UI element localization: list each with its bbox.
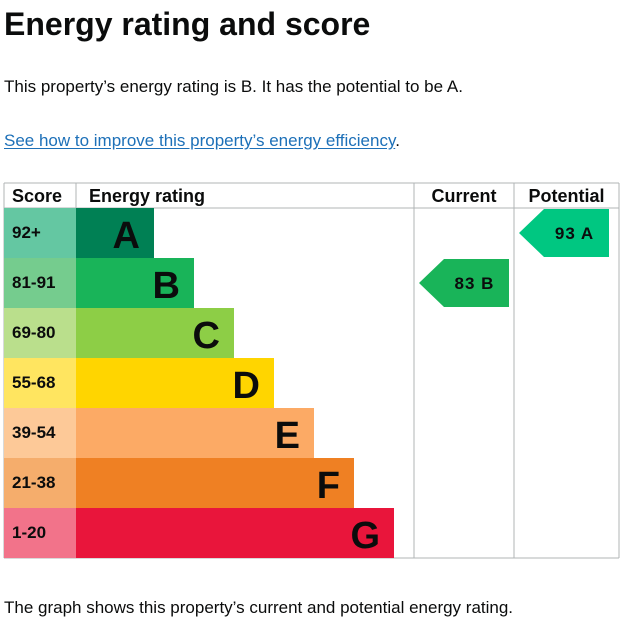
rating-letter-f: F [317, 465, 340, 507]
current-header: Current [431, 186, 496, 206]
score-label-f: 21-38 [12, 473, 55, 492]
score-label-a: 92+ [12, 223, 41, 242]
link-suffix: . [395, 131, 400, 150]
rating-letter-b: B [153, 265, 180, 307]
improve-link-line: See how to improve this property’s energ… [4, 130, 400, 152]
score-label-g: 1-20 [12, 523, 46, 542]
rating-bar-c [76, 308, 234, 358]
rating-bar-g [76, 508, 394, 558]
page-title: Energy rating and score [4, 6, 371, 42]
score-cell-e [4, 408, 76, 458]
potential-rating-label: 93 A [555, 224, 594, 243]
rating-bar-f [76, 458, 354, 508]
rating-bar-b [76, 258, 194, 308]
current-rating-arrow [419, 259, 509, 307]
rating-bar-e [76, 408, 314, 458]
energy-rating-chart: Score Energy rating Current Potential 92+ A 81… [3, 182, 620, 559]
score-header: Score [12, 186, 62, 206]
rating-bar-a [76, 208, 154, 258]
chart-footnote: The graph shows this property’s current … [4, 598, 514, 617]
score-label-d: 55-68 [12, 373, 55, 392]
score-cell-a [4, 208, 76, 258]
score-cell-c [4, 308, 76, 358]
potential-rating-arrow [519, 209, 609, 257]
rating-letter-e: E [275, 415, 300, 457]
improve-efficiency-link[interactable]: See how to improve this property’s energ… [4, 131, 396, 150]
rating-letter-g: G [350, 515, 380, 557]
rating-summary: This property’s energy rating is B. It h… [4, 77, 463, 96]
score-cell-b [4, 258, 76, 308]
potential-header: Potential [528, 186, 604, 206]
rating-letter-d: D [233, 365, 260, 407]
score-label-e: 39-54 [12, 423, 56, 442]
rating-bar-d [76, 358, 274, 408]
rating-header: Energy rating [89, 186, 205, 206]
score-cell-g [4, 508, 76, 558]
score-cell-f [4, 458, 76, 508]
current-rating-label: 83 B [455, 274, 495, 293]
score-label-c: 69-80 [12, 323, 55, 342]
score-label-b: 81-91 [12, 273, 55, 292]
rating-letter-c: C [193, 315, 220, 357]
score-cell-d [4, 358, 76, 408]
rating-letter-a: A [113, 215, 140, 257]
